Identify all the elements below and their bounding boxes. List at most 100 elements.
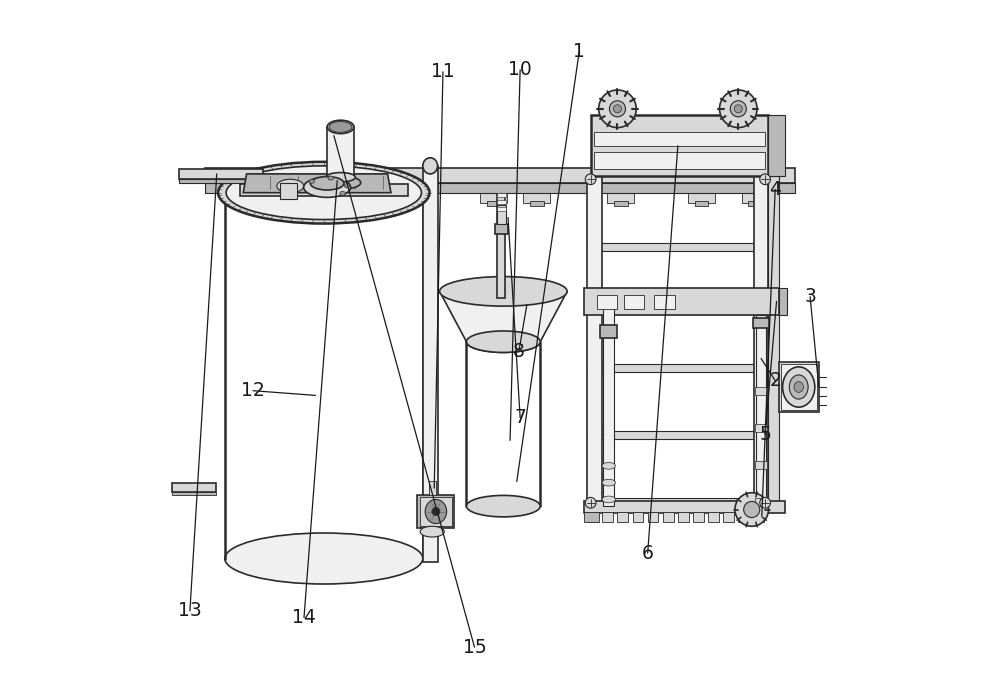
Text: 2: 2 — [769, 371, 781, 390]
Ellipse shape — [440, 276, 567, 306]
Text: 10: 10 — [508, 61, 532, 80]
Ellipse shape — [466, 331, 540, 353]
Ellipse shape — [277, 179, 304, 193]
Ellipse shape — [309, 179, 314, 183]
Ellipse shape — [719, 90, 757, 127]
Polygon shape — [429, 481, 436, 495]
Bar — [624, 295, 644, 309]
Text: 14: 14 — [292, 608, 316, 627]
Bar — [272, 183, 299, 203]
Bar — [280, 183, 297, 200]
Bar — [587, 498, 768, 506]
Text: 13: 13 — [178, 601, 202, 620]
Ellipse shape — [326, 173, 355, 182]
Bar — [530, 201, 544, 206]
Bar — [755, 424, 767, 432]
Bar — [497, 193, 506, 197]
Bar — [695, 201, 708, 206]
Ellipse shape — [340, 191, 345, 195]
Ellipse shape — [225, 533, 423, 584]
Bar — [523, 183, 550, 203]
Bar — [423, 166, 438, 562]
Bar — [584, 512, 599, 522]
Ellipse shape — [304, 177, 351, 197]
Ellipse shape — [602, 496, 615, 503]
Ellipse shape — [344, 184, 350, 187]
Bar — [487, 201, 500, 206]
Bar — [602, 512, 613, 522]
Polygon shape — [440, 291, 567, 342]
Text: 11: 11 — [431, 63, 455, 82]
Bar — [278, 201, 292, 206]
Ellipse shape — [760, 174, 771, 185]
Bar — [753, 512, 764, 522]
Bar — [594, 152, 765, 169]
Bar — [693, 512, 704, 522]
Bar — [603, 308, 614, 506]
Bar — [327, 127, 354, 177]
Bar — [480, 183, 507, 203]
Bar — [587, 243, 768, 251]
Ellipse shape — [735, 493, 768, 526]
Bar — [591, 115, 768, 176]
Ellipse shape — [432, 508, 440, 516]
Bar — [754, 176, 768, 506]
Bar — [587, 512, 598, 522]
Bar — [497, 205, 506, 224]
Bar — [723, 512, 734, 522]
Bar — [497, 200, 506, 204]
Ellipse shape — [425, 499, 447, 524]
Bar — [617, 512, 628, 522]
Bar — [232, 183, 258, 203]
Bar — [614, 201, 628, 206]
Bar — [755, 388, 767, 396]
Ellipse shape — [744, 501, 760, 518]
Bar — [179, 168, 263, 179]
Ellipse shape — [734, 104, 742, 113]
Bar — [756, 315, 766, 506]
Bar — [497, 194, 505, 298]
Bar — [654, 295, 675, 309]
Ellipse shape — [613, 104, 621, 113]
Text: 3: 3 — [804, 287, 816, 306]
Polygon shape — [179, 179, 263, 183]
Bar — [688, 183, 715, 203]
Ellipse shape — [329, 121, 352, 132]
Bar — [497, 207, 506, 211]
Bar — [495, 224, 508, 235]
Ellipse shape — [310, 177, 344, 190]
Ellipse shape — [783, 367, 815, 407]
Ellipse shape — [730, 100, 746, 117]
Ellipse shape — [789, 375, 808, 399]
Ellipse shape — [585, 497, 596, 508]
Bar — [225, 196, 423, 559]
Bar — [587, 176, 602, 506]
Bar — [172, 483, 216, 491]
Ellipse shape — [760, 497, 771, 508]
Ellipse shape — [420, 526, 444, 537]
Bar — [466, 342, 540, 506]
Ellipse shape — [602, 479, 615, 486]
Ellipse shape — [423, 158, 438, 174]
Bar — [738, 512, 749, 522]
Bar — [633, 512, 643, 522]
Bar — [597, 295, 617, 309]
Ellipse shape — [466, 495, 540, 517]
Bar — [648, 512, 658, 522]
Bar — [748, 201, 762, 206]
Bar — [755, 498, 767, 506]
Bar — [779, 362, 819, 412]
Ellipse shape — [327, 120, 354, 133]
Bar — [238, 201, 252, 206]
Ellipse shape — [328, 176, 333, 180]
Text: 1: 1 — [573, 42, 585, 61]
Ellipse shape — [218, 162, 430, 224]
Ellipse shape — [226, 166, 421, 220]
Text: 8: 8 — [513, 342, 525, 361]
Ellipse shape — [320, 176, 361, 189]
Bar — [781, 364, 817, 410]
Polygon shape — [205, 183, 795, 193]
Bar — [600, 325, 617, 338]
Ellipse shape — [794, 381, 803, 392]
Bar — [584, 501, 785, 513]
